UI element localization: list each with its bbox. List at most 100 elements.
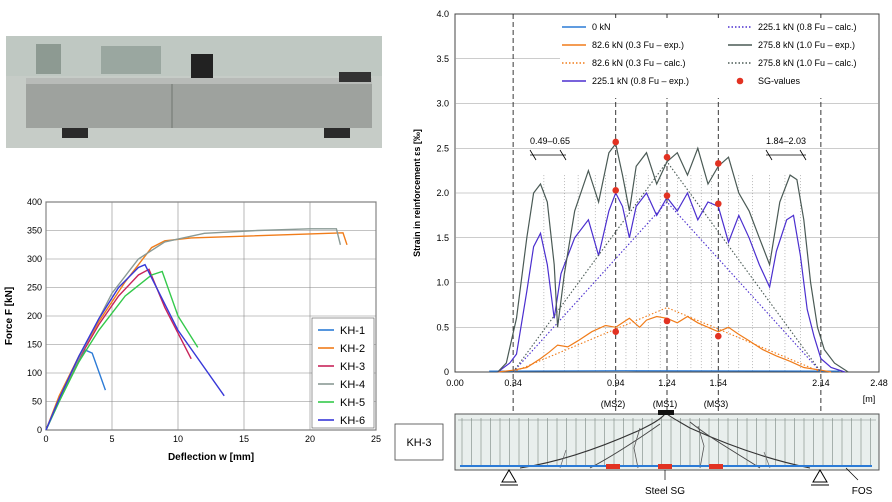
chart1-series-kh-4 — [45, 228, 342, 431]
chart1-x-tick-0: 0 — [43, 434, 48, 444]
annotation-right-range: 1.84–2.03 — [766, 136, 806, 146]
chart1-x-tick-2: 10 — [173, 434, 183, 444]
sg-value-point-7 — [714, 200, 722, 208]
force-deflection-chart: 0 5 10 15 20 25 0 50 100 150 200 250 300 350 400 Defl… — [4, 197, 381, 463]
chart2-x-tick-1: 0.34 — [504, 378, 522, 388]
chart1-x-tick-4: 20 — [305, 434, 315, 444]
chart2-x-ticks: 0.00 0.34 0.94 1.24 1.54 2.14 2.48 — [446, 378, 888, 388]
chart2-y-tick-2: 1.0 — [436, 278, 449, 288]
beam-label: KH-3 — [406, 437, 431, 449]
beam-cracks — [519, 413, 811, 469]
beam-body — [454, 413, 880, 471]
chart2-legend-label-82-6-kn-0-3-fu-exp: 82.6 kN (0.3 Fu – exp.) — [592, 40, 684, 50]
section-label-ms2: (MS2) — [601, 399, 626, 409]
chart2-annotations: 0.49–0.65 1.84–2.03 — [529, 136, 807, 161]
sg-value-point-1 — [612, 187, 620, 194]
crack-left-b — [589, 423, 661, 469]
chart1-y-ticks: 0 50 100 150 200 250 300 350 400 — [27, 197, 42, 435]
chart2-x-tick-3: 1.24 — [658, 378, 676, 388]
steel-sg-ms2 — [606, 464, 620, 469]
chart2-legend-label-225-1-kn-0-8-fu-calc: 225.1 kN (0.8 Fu – calc.) — [758, 22, 857, 32]
crack-right-b — [689, 421, 761, 469]
steel-sg-ms1 — [658, 464, 672, 469]
chart1-y-tick-8: 400 — [27, 197, 42, 207]
chart1-legend-label-kh-6: KH-6 — [340, 415, 365, 427]
support-left-icon — [501, 469, 517, 483]
sg-value-point-8 — [714, 160, 722, 167]
chart1-y-tick-7: 350 — [27, 226, 42, 236]
chart2-series-275-8-kn-1-0-fu-calc — [512, 160, 822, 373]
photo-machine-mid — [101, 46, 161, 74]
chart2-section-labels: (MS2) (MS1) (MS3) — [601, 399, 729, 409]
chart1-y-tick-0: 0 — [37, 425, 42, 435]
chart1-legend-label-kh-5: KH-5 — [340, 397, 365, 409]
chart1-y-tick-6: 300 — [27, 254, 42, 264]
chart2-series — [489, 142, 849, 373]
chart1-x-tick-1: 5 — [109, 434, 114, 444]
chart2-legend: 0 kN 82.6 kN (0.3 Fu – exp.) 82.6 kN (0.3 … — [560, 18, 878, 98]
photo-machine-left — [36, 44, 61, 74]
chart2-y-tick-8: 4.0 — [436, 9, 449, 19]
chart1-y-tick-1: 50 — [32, 397, 42, 407]
chart1-x-label: Deflection w [mm] — [168, 452, 254, 463]
chart2-y-label: Strain in reinforcement εs [‰] — [412, 129, 422, 257]
chart2-x-unit: [m] — [863, 394, 876, 404]
chart2-x-tick-0: 0.00 — [446, 378, 464, 388]
sg-value-point-2 — [612, 138, 620, 146]
section-label-ms1: (MS1) — [653, 399, 678, 409]
strain-chart: 0.00 0.34 0.94 1.24 1.54 2.14 2.48 0 0.5 1.0 1.5 2… — [412, 9, 888, 470]
chart1-x-ticks: 0 5 10 15 20 25 — [43, 434, 381, 444]
specimen-photo — [6, 36, 382, 148]
chart1-legend: KH-1 KH-2 KH-3 KH-4 KH-5 KH-6 — [311, 317, 375, 429]
chart2-x-tick-2: 0.94 — [607, 378, 625, 388]
annotation-right-tick-a — [765, 149, 773, 161]
chart1-legend-label-kh-4: KH-4 — [340, 379, 365, 391]
chart1-legend-label-kh-3: KH-3 — [340, 361, 365, 373]
chart2-y-tick-0: 0 — [444, 367, 449, 377]
steel-sg-label: Steel SG — [645, 486, 685, 497]
load-plate — [658, 410, 674, 415]
chart1-y-tick-3: 150 — [27, 340, 42, 350]
section-label-ms3: (MS3) — [704, 399, 729, 409]
photo-support-left — [62, 128, 88, 138]
annotation-left-tick-b — [559, 149, 567, 161]
photo-beam — [26, 78, 372, 128]
chart1-x-tick-5: 25 — [371, 434, 381, 444]
chart2-y-tick-3: 1.5 — [436, 233, 449, 243]
chart1-x-tick-3: 15 — [239, 434, 249, 444]
annotation-left-range: 0.49–0.65 — [530, 136, 570, 146]
chart2-x-tick-6: 2.48 — [870, 378, 888, 388]
annotation-left-tick-a — [529, 149, 537, 161]
crack-mid-1 — [633, 427, 641, 469]
photo-beam-top — [26, 78, 372, 84]
sg-value-point-0 — [612, 328, 620, 336]
photo-logger — [339, 72, 371, 82]
photo-load-actuator — [191, 54, 213, 78]
chart1-legend-label-kh-1: KH-1 — [340, 325, 365, 337]
fos-leader — [845, 467, 859, 481]
chart1-y-tick-2: 100 — [27, 368, 42, 378]
beam-diagram: KH-3 Steel SG FOS — [394, 410, 880, 497]
beam-label-box — [394, 423, 444, 461]
chart2-y-tick-1: 0.5 — [436, 322, 449, 332]
chart2-series-82-6-kn-0-3-fu-exp — [497, 315, 832, 373]
chart1-y-label: Force F [kN] — [4, 287, 15, 345]
chart2-legend-swatch-sg-values — [736, 77, 744, 85]
annotation-right-tick-b — [799, 149, 807, 161]
chart2-legend-label-sg-values: SG-values — [758, 76, 801, 86]
chart2-legend-label-275-8-kn-1-0-fu-exp: 275.8 kN (1.0 Fu – exp.) — [758, 40, 855, 50]
chart2-series-275-8-kn-1-0-fu-exp — [497, 142, 849, 373]
support-right-icon — [812, 469, 828, 483]
chart1-y-tick-4: 200 — [27, 311, 42, 321]
chart2-y-tick-7: 3.5 — [436, 54, 449, 64]
fos-label: FOS — [852, 486, 873, 497]
chart2-y-tick-6: 3.0 — [436, 99, 449, 109]
chart2-x-tick-5: 2.14 — [812, 378, 830, 388]
chart2-legend-label-0-kn: 0 kN — [592, 22, 611, 32]
chart2-legend-bg — [560, 18, 878, 98]
chart2-legend-label-82-6-kn-0-3-fu-calc: 82.6 kN (0.3 Fu – calc.) — [592, 58, 686, 68]
chart1-legend-label-kh-2: KH-2 — [340, 343, 365, 355]
chart2-y-tick-5: 2.5 — [436, 143, 449, 153]
sg-value-point-6 — [714, 332, 722, 340]
